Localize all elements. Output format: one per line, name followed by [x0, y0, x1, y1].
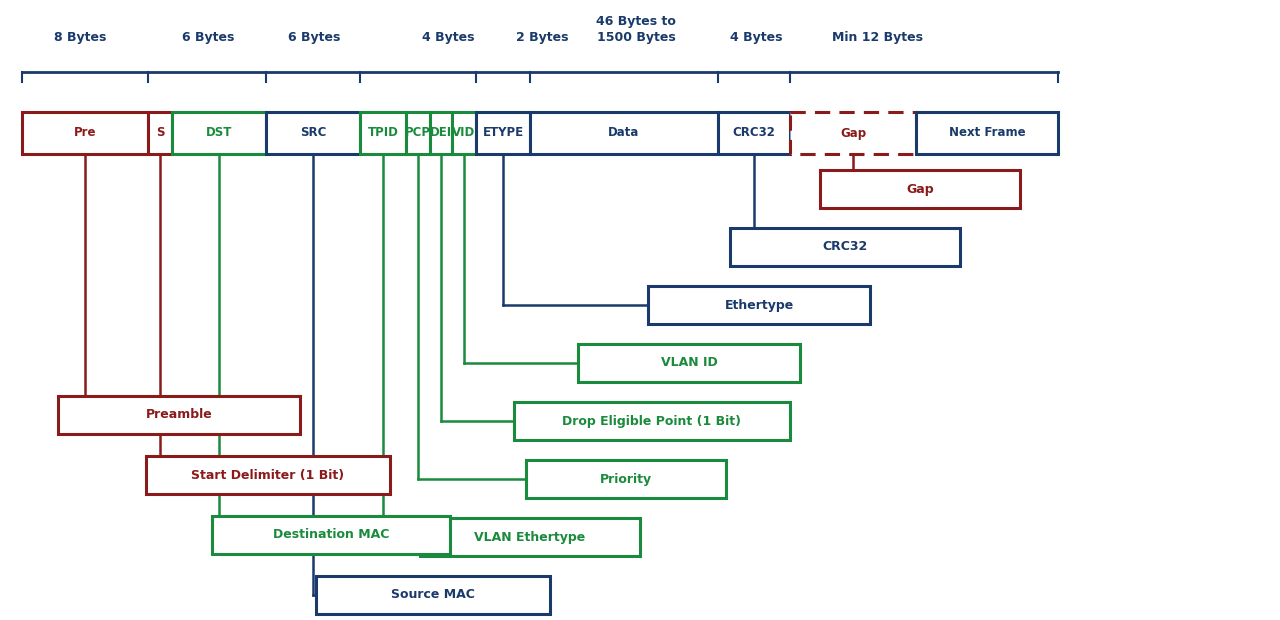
Bar: [916, 112, 1059, 154]
Text: 4 Bytes: 4 Bytes: [421, 31, 475, 44]
Text: 46 Bytes to: 46 Bytes to: [596, 15, 676, 28]
Text: Preamble: Preamble: [146, 409, 212, 422]
Text: Source MAC: Source MAC: [392, 588, 475, 601]
Bar: [430, 112, 452, 154]
Text: Ethertype: Ethertype: [724, 298, 794, 311]
Bar: [718, 112, 790, 154]
Bar: [820, 170, 1020, 208]
Text: DEI: DEI: [430, 126, 452, 140]
Bar: [266, 112, 360, 154]
Text: SRC: SRC: [300, 126, 326, 140]
Text: ETYPE: ETYPE: [483, 126, 524, 140]
Bar: [648, 286, 870, 324]
Text: 2 Bytes: 2 Bytes: [516, 31, 568, 44]
Text: Destination MAC: Destination MAC: [273, 528, 389, 541]
Text: Min 12 Bytes: Min 12 Bytes: [832, 31, 923, 44]
Text: PCP: PCP: [404, 126, 431, 140]
Text: CRC32: CRC32: [732, 126, 776, 140]
Text: 1500 Bytes: 1500 Bytes: [596, 31, 676, 44]
Text: Pre: Pre: [74, 126, 96, 140]
Bar: [406, 112, 430, 154]
Bar: [360, 112, 406, 154]
Text: S: S: [156, 126, 164, 140]
Bar: [515, 402, 790, 440]
Bar: [58, 396, 300, 434]
Text: Data: Data: [608, 126, 640, 140]
Bar: [526, 460, 726, 498]
Text: 6 Bytes: 6 Bytes: [182, 31, 234, 44]
Text: Next Frame: Next Frame: [948, 126, 1025, 140]
Text: VLAN ID: VLAN ID: [660, 356, 717, 370]
Bar: [148, 112, 172, 154]
Bar: [476, 112, 530, 154]
Bar: [22, 112, 148, 154]
Bar: [530, 112, 718, 154]
Text: DST: DST: [206, 126, 232, 140]
Text: Drop Eligible Point (1 Bit): Drop Eligible Point (1 Bit): [562, 415, 741, 428]
Bar: [316, 576, 550, 614]
Text: Priority: Priority: [600, 472, 652, 485]
Bar: [420, 518, 640, 556]
Text: Gap: Gap: [906, 182, 934, 195]
Bar: [452, 112, 476, 154]
Text: 8 Bytes: 8 Bytes: [54, 31, 106, 44]
Text: VLAN Ethertype: VLAN Ethertype: [475, 531, 586, 544]
Bar: [212, 516, 451, 554]
Bar: [146, 456, 390, 494]
Text: TPID: TPID: [367, 126, 398, 140]
Text: Gap: Gap: [840, 126, 867, 140]
Bar: [790, 112, 916, 154]
Text: CRC32: CRC32: [822, 241, 868, 254]
Bar: [730, 228, 960, 266]
Text: 4 Bytes: 4 Bytes: [730, 31, 782, 44]
Text: VID: VID: [452, 126, 476, 140]
Text: Start Delimiter (1 Bit): Start Delimiter (1 Bit): [192, 469, 344, 482]
Bar: [579, 344, 800, 382]
Bar: [172, 112, 266, 154]
Text: 6 Bytes: 6 Bytes: [288, 31, 340, 44]
